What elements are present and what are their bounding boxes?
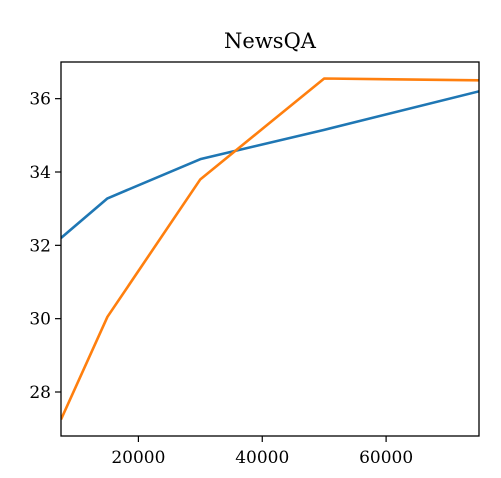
series-line-1 — [61, 91, 479, 238]
y-tick-label: 34 — [29, 163, 51, 183]
y-tick-label: 28 — [29, 383, 51, 403]
y-tick-label: 30 — [29, 310, 51, 330]
x-tick-label: 60000 — [359, 448, 413, 468]
plot-frame — [61, 62, 479, 436]
y-tick-label: 36 — [29, 90, 51, 110]
series-line-2 — [61, 79, 479, 420]
x-tick-label: 40000 — [235, 448, 289, 468]
x-tick-label: 20000 — [111, 448, 165, 468]
chart-title: NewsQA — [224, 29, 317, 53]
y-tick-label: 32 — [29, 236, 51, 256]
